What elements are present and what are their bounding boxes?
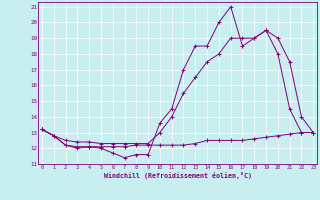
X-axis label: Windchill (Refroidissement éolien,°C): Windchill (Refroidissement éolien,°C) <box>104 172 252 179</box>
